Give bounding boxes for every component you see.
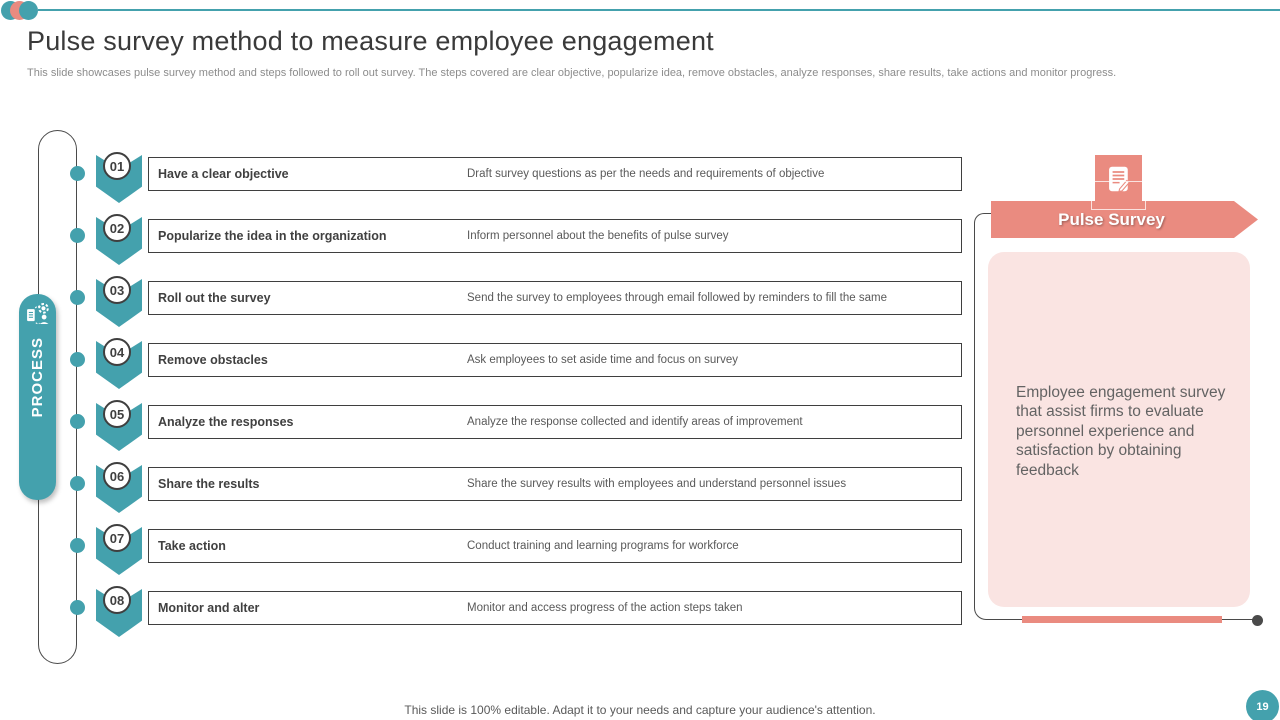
step-row: 05 Analyze the responses Analyze the res…	[96, 400, 962, 451]
dots-column	[70, 166, 85, 615]
timeline-dot	[70, 476, 85, 491]
slide-title: Pulse survey method to measure employee …	[27, 26, 714, 56]
step-title: Remove obstacles	[158, 353, 268, 367]
step-title: Popularize the idea in the organization	[158, 229, 387, 243]
step-row: 07 Take action Conduct training and lear…	[96, 524, 962, 575]
banner-label: Pulse Survey	[1058, 209, 1165, 229]
tile-frame	[1091, 181, 1146, 210]
step-number: 06	[103, 462, 131, 490]
step-number: 08	[103, 586, 131, 614]
top-accent-line	[38, 9, 1280, 11]
step-description: Conduct training and learning programs f…	[467, 540, 739, 552]
step-box: Roll out the survey Send the survey to e…	[148, 281, 962, 315]
step-box: Monitor and alter Monitor and access pro…	[148, 591, 962, 625]
connector-line-top	[974, 213, 992, 229]
step-title: Roll out the survey	[158, 291, 271, 305]
step-number: 03	[103, 276, 131, 304]
step-row: 08 Monitor and alter Monitor and access …	[96, 586, 962, 637]
timeline-dot	[70, 414, 85, 429]
step-row: 03 Roll out the survey Send the survey t…	[96, 276, 962, 327]
connector-end-dot	[1252, 615, 1263, 626]
footer-note: This slide is 100% editable. Adapt it to…	[404, 703, 876, 717]
callout-underline-bar	[1022, 616, 1222, 623]
timeline-dot	[70, 166, 85, 181]
step-title: Monitor and alter	[158, 601, 260, 615]
step-description: Share the survey results with employees …	[467, 478, 847, 490]
callout-box: Employee engagement survey that assist f…	[988, 252, 1250, 607]
survey-document-icon	[1095, 155, 1142, 202]
timeline-dot	[70, 352, 85, 367]
steps-list: 01 Have a clear objective Draft survey q…	[96, 152, 962, 637]
step-box: Remove obstacles Ask employees to set as…	[148, 343, 962, 377]
step-number: 07	[103, 524, 131, 552]
pulse-survey-banner: Pulse Survey	[991, 201, 1258, 238]
step-row: 06 Share the results Share the survey re…	[96, 462, 962, 513]
process-gear-people-icon	[26, 302, 50, 330]
step-title: Have a clear objective	[158, 167, 289, 181]
step-description: Ask employees to set aside time and focu…	[467, 354, 739, 366]
page-number-badge: 19	[1246, 690, 1279, 720]
accent-circle-teal-2	[19, 1, 38, 20]
process-pill: PROCESS	[19, 294, 56, 500]
process-label: PROCESS	[29, 337, 46, 418]
step-description: Send the survey to employees through ema…	[467, 292, 887, 304]
step-box: Popularize the idea in the organization …	[148, 219, 962, 253]
step-number: 01	[103, 152, 131, 180]
step-number: 04	[103, 338, 131, 366]
step-row: 04 Remove obstacles Ask employees to set…	[96, 338, 962, 389]
callout-text: Employee engagement survey that assist f…	[1016, 384, 1226, 479]
step-row: 02 Popularize the idea in the organizati…	[96, 214, 962, 265]
step-description: Inform personnel about the benefits of p…	[467, 230, 729, 242]
step-box: Take action Conduct training and learnin…	[148, 529, 962, 563]
step-description: Monitor and access progress of the actio…	[467, 602, 743, 614]
step-description: Draft survey questions as per the needs …	[467, 168, 825, 180]
step-box: Share the results Share the survey resul…	[148, 467, 962, 501]
slide-subtitle: This slide showcases pulse survey method…	[27, 67, 1117, 79]
step-title: Analyze the responses	[158, 415, 294, 429]
step-number: 02	[103, 214, 131, 242]
timeline-dot	[70, 290, 85, 305]
timeline-dot	[70, 600, 85, 615]
step-box: Have a clear objective Draft survey ques…	[148, 157, 962, 191]
step-title: Share the results	[158, 477, 260, 491]
step-title: Take action	[158, 539, 226, 553]
step-description: Analyze the response collected and ident…	[467, 416, 803, 428]
step-row: 01 Have a clear objective Draft survey q…	[96, 152, 962, 203]
step-box: Analyze the responses Analyze the respon…	[148, 405, 962, 439]
timeline-dot	[70, 228, 85, 243]
step-number: 05	[103, 400, 131, 428]
timeline-dot	[70, 538, 85, 553]
